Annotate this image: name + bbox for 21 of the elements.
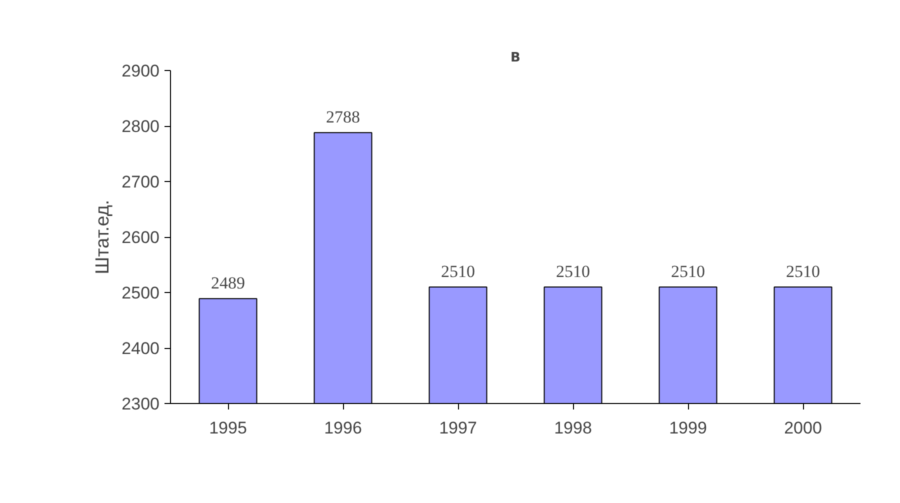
y-tick-label: 2800 [122,117,160,136]
y-axis-title: Штат.ед. [92,200,114,274]
x-tick-label: 1996 [324,418,362,438]
data-label: 2510 [786,262,820,281]
x-tick-label: 2000 [784,418,822,438]
chart-title: В [510,50,520,66]
y-tick-label: 2900 [122,62,160,80]
data-label: 2510 [671,262,705,281]
data-label: 2510 [441,262,475,281]
y-tick-label: 2500 [122,284,160,302]
x-tick-label: 1995 [209,418,247,438]
data-label: 2788 [326,108,360,127]
data-label: 2510 [556,262,590,281]
data-label: 2489 [211,274,245,293]
x-tick-label: 1999 [669,418,707,438]
x-tick-label: 1997 [439,418,477,438]
x-tick-label: 1998 [554,418,592,438]
y-tick-label: 2400 [122,339,160,358]
y-tick-label: 2300 [122,394,160,414]
y-tick-label: 2700 [122,172,160,192]
y-tick-label: 2600 [122,228,160,247]
